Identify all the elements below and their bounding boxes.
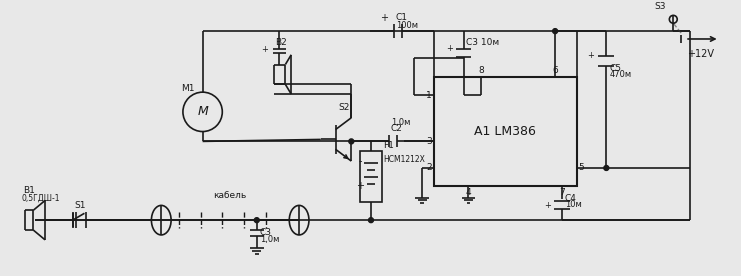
Text: +: + [356,181,364,191]
Text: С3: С3 [260,228,272,237]
Text: 8: 8 [479,67,484,75]
Text: НСМ1212Х: НСМ1212Х [383,155,425,164]
Text: 1,0м: 1,0м [391,118,410,127]
Text: 1: 1 [426,91,432,100]
Text: 6: 6 [552,67,558,75]
Text: М: М [197,105,208,118]
Text: 470м: 470м [609,70,631,79]
Text: A1 LM386: A1 LM386 [474,125,536,138]
Text: C2: C2 [391,124,402,132]
Text: +: + [261,45,268,54]
Text: S3: S3 [654,2,665,11]
Text: +12V: +12V [687,49,714,59]
Bar [360,151,382,202]
Text: С3 10м: С3 10м [465,38,499,47]
Text: +: + [545,201,551,210]
Text: 7: 7 [559,188,565,197]
Text: 10м: 10м [565,200,582,209]
Text: В1: В1 [24,185,36,195]
Bar [434,77,576,186]
Circle shape [349,139,353,144]
Text: В2: В2 [276,38,288,47]
Text: C4: C4 [565,193,576,203]
Text: +: + [446,44,453,53]
Text: 3: 3 [426,137,432,146]
Text: F1: F1 [383,141,393,150]
Text: +: + [588,51,594,60]
Text: 2: 2 [426,163,432,172]
Text: C1: C1 [396,13,408,22]
Text: 5: 5 [579,163,585,172]
Text: 4: 4 [465,188,471,197]
Circle shape [604,166,609,171]
Text: M1: M1 [181,84,194,93]
Text: +: + [380,13,388,23]
Text: 0,5ГДШ-1: 0,5ГДШ-1 [21,193,60,202]
Text: -: - [359,156,362,166]
Text: кабель: кабель [213,192,247,200]
Text: 1,0м: 1,0м [260,235,279,244]
Text: S1: S1 [75,201,86,210]
Text: S2: S2 [339,103,350,112]
Text: C5: C5 [609,63,621,73]
Circle shape [553,29,557,34]
Text: 100м: 100м [396,21,418,30]
Circle shape [254,218,259,223]
Circle shape [368,218,373,223]
